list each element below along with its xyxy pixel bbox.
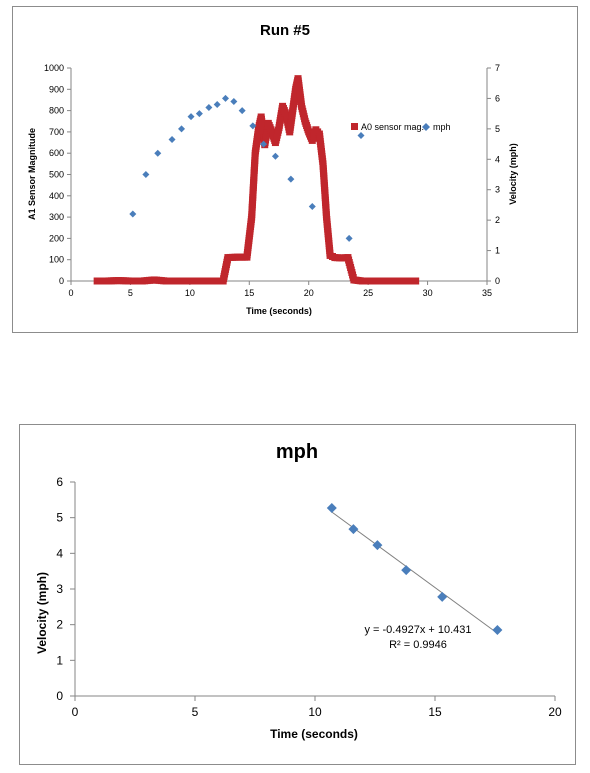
y-tick-label: 2 bbox=[56, 618, 63, 632]
mph-point bbox=[142, 171, 150, 178]
mph-point bbox=[154, 149, 162, 157]
trendline-equation: y = -0.4927x + 10.431 bbox=[364, 624, 471, 636]
x-tick-label: 10 bbox=[308, 705, 322, 719]
x-tick-label: 20 bbox=[304, 288, 314, 298]
run5-axes bbox=[67, 67, 491, 285]
x-tick-label: 15 bbox=[428, 705, 442, 719]
x-tick-label: 0 bbox=[72, 705, 79, 719]
x-axis-label: Time (seconds) bbox=[270, 727, 358, 741]
mph-point bbox=[308, 202, 316, 210]
mph-point bbox=[205, 104, 213, 112]
trendline bbox=[331, 511, 498, 634]
y2-tick-label: 6 bbox=[495, 93, 500, 103]
mph-axes bbox=[70, 481, 556, 701]
x-axis-label: Time (seconds) bbox=[246, 306, 312, 316]
legend: A0 sensor mag. mph bbox=[351, 122, 451, 132]
mph-point bbox=[213, 101, 221, 109]
y-tick-label: 300 bbox=[49, 212, 64, 222]
mph-chart-frame: 0 5 10 15 20 0 1 2 3 4 5 6 mph Time (seconds) Veloc… bbox=[19, 424, 576, 765]
x-tick-label: 20 bbox=[548, 705, 562, 719]
y-tick-label: 400 bbox=[49, 191, 64, 201]
run5-chart-frame: 0 5 10 15 20 25 30 35 0 100 200 300 400 500 600 700 800 9… bbox=[12, 6, 578, 333]
mph-point bbox=[260, 140, 268, 148]
mph-point bbox=[372, 540, 383, 551]
y-tick-label: 1 bbox=[56, 653, 63, 667]
y2-tick-label: 5 bbox=[495, 124, 500, 134]
mph-point bbox=[222, 94, 230, 102]
mph-point bbox=[230, 97, 238, 105]
y-tick-label: 1000 bbox=[44, 63, 64, 73]
mph-point bbox=[187, 113, 195, 121]
mph-point bbox=[492, 625, 503, 636]
y-tick-label: 100 bbox=[49, 255, 64, 265]
x-tick-label: 10 bbox=[185, 288, 195, 298]
y2-tick-label: 3 bbox=[495, 185, 500, 195]
mph-point bbox=[437, 591, 448, 602]
y-tick-label: 5 bbox=[56, 511, 63, 525]
legend-mph-marker bbox=[422, 123, 430, 131]
mph-point bbox=[129, 210, 137, 218]
mph-point bbox=[238, 107, 246, 115]
x-tick-label: 5 bbox=[128, 288, 133, 298]
mph-point bbox=[271, 152, 279, 160]
y-tick-label: 3 bbox=[56, 582, 63, 596]
y-tick-label: 700 bbox=[49, 127, 64, 137]
x-tick-label: 35 bbox=[482, 288, 492, 298]
mph-point bbox=[326, 503, 337, 514]
x-tick-label: 25 bbox=[363, 288, 373, 298]
y-tick-label: 6 bbox=[56, 475, 63, 489]
mph-point bbox=[195, 110, 203, 118]
mph-point bbox=[178, 125, 186, 133]
run5-chart: 0 5 10 15 20 25 30 3501002003004005006007008009… bbox=[27, 22, 518, 316]
y-tick-label: 800 bbox=[49, 106, 64, 116]
mph-point bbox=[401, 565, 412, 576]
y2-tick-label: 4 bbox=[495, 154, 500, 164]
y-tick-label: 900 bbox=[49, 84, 64, 94]
y2-tick-label: 1 bbox=[495, 246, 500, 256]
y2-axis-label: Velocity (mph) bbox=[508, 143, 518, 205]
y2-tick-label: 7 bbox=[495, 63, 500, 73]
y2-tick-label: 2 bbox=[495, 215, 500, 225]
mph-tick-labels: 0 5 10 15 20 0 1 2 3 4 5 6 bbox=[56, 475, 562, 719]
y-tick-label: 200 bbox=[49, 233, 64, 243]
trendline-line bbox=[331, 511, 498, 634]
x-tick-label: 30 bbox=[423, 288, 433, 298]
sensor-point bbox=[412, 277, 420, 285]
y-axis-label: Velocity (mph) bbox=[35, 572, 49, 654]
chart-title: Run #5 bbox=[260, 22, 310, 39]
x-tick-label: 15 bbox=[244, 288, 254, 298]
y-tick-label: 500 bbox=[49, 170, 64, 180]
y-axis-label: A1 Sensor Magnitude bbox=[27, 128, 37, 220]
run5-tick-labels: 0 5 10 15 20 25 30 3501002003004005006007008009… bbox=[44, 63, 500, 298]
mph-chart: 0 5 10 15 20 0 1 2 3 4 5 6 mph Time (seconds) Veloc… bbox=[35, 441, 562, 741]
y2-tick-label: 0 bbox=[495, 276, 500, 286]
legend-sensor-marker bbox=[351, 123, 358, 130]
legend-sensor-label: A0 sensor mag. bbox=[361, 122, 424, 132]
x-tick-label: 5 bbox=[192, 705, 199, 719]
mph-point bbox=[249, 122, 257, 130]
mph-points bbox=[326, 503, 503, 636]
chart-title: mph bbox=[276, 441, 318, 463]
y-tick-label: 0 bbox=[56, 689, 63, 703]
mph-point bbox=[287, 175, 295, 183]
y-tick-label: 0 bbox=[59, 276, 64, 286]
mph-point bbox=[168, 136, 176, 144]
mph-point bbox=[357, 132, 365, 140]
sensor-series bbox=[93, 75, 420, 285]
mph-point bbox=[345, 234, 353, 242]
mph-point bbox=[348, 524, 359, 535]
x-tick-label: 0 bbox=[68, 288, 73, 298]
legend-mph-label: mph bbox=[433, 122, 451, 132]
y-tick-label: 4 bbox=[56, 546, 63, 560]
y-tick-label: 600 bbox=[49, 148, 64, 158]
trendline-r-squared: R² = 0.9946 bbox=[389, 639, 447, 651]
mph-series bbox=[129, 94, 365, 242]
